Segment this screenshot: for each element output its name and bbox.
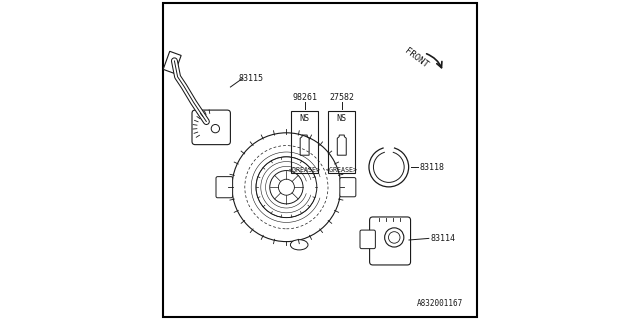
Polygon shape [337, 135, 346, 155]
Text: A832001167: A832001167 [417, 299, 463, 308]
Text: NS: NS [337, 114, 347, 123]
FancyBboxPatch shape [216, 177, 233, 198]
FancyBboxPatch shape [340, 178, 356, 197]
Polygon shape [163, 51, 181, 74]
Text: 83114: 83114 [430, 234, 456, 243]
Polygon shape [300, 135, 309, 155]
FancyBboxPatch shape [370, 217, 411, 265]
Text: 83118: 83118 [419, 163, 444, 172]
FancyBboxPatch shape [360, 230, 375, 249]
Text: <GREASE>: <GREASE> [289, 167, 321, 172]
Text: 98261: 98261 [292, 93, 317, 102]
Text: 83115: 83115 [239, 74, 264, 83]
Bar [328, 111, 355, 173]
Text: FRONT: FRONT [403, 46, 429, 69]
Ellipse shape [291, 240, 308, 250]
Text: <GREASE>: <GREASE> [326, 167, 358, 172]
Text: 27582: 27582 [329, 93, 355, 102]
FancyBboxPatch shape [192, 110, 230, 145]
Text: NS: NS [300, 114, 310, 123]
Bar [291, 111, 318, 173]
